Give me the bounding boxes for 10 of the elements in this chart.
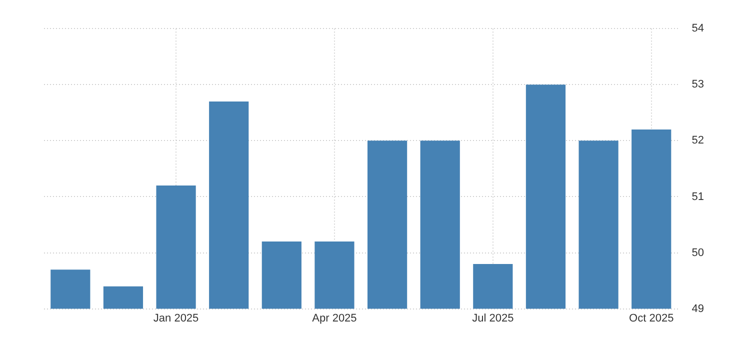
y-tick-label: 53 xyxy=(692,78,704,91)
y-tick-label: 49 xyxy=(692,302,704,315)
y-tick-label: 51 xyxy=(692,190,704,203)
y-tick-label: 50 xyxy=(692,246,704,259)
y-tick-label: 52 xyxy=(692,134,704,147)
x-tick-label: Jul 2025 xyxy=(472,312,514,324)
x-tick-label: Oct 2025 xyxy=(629,312,674,324)
x-tick-label: Jan 2025 xyxy=(153,312,199,324)
x-tick-label: Apr 2025 xyxy=(312,312,357,324)
y-tick-label: 54 xyxy=(692,22,704,35)
